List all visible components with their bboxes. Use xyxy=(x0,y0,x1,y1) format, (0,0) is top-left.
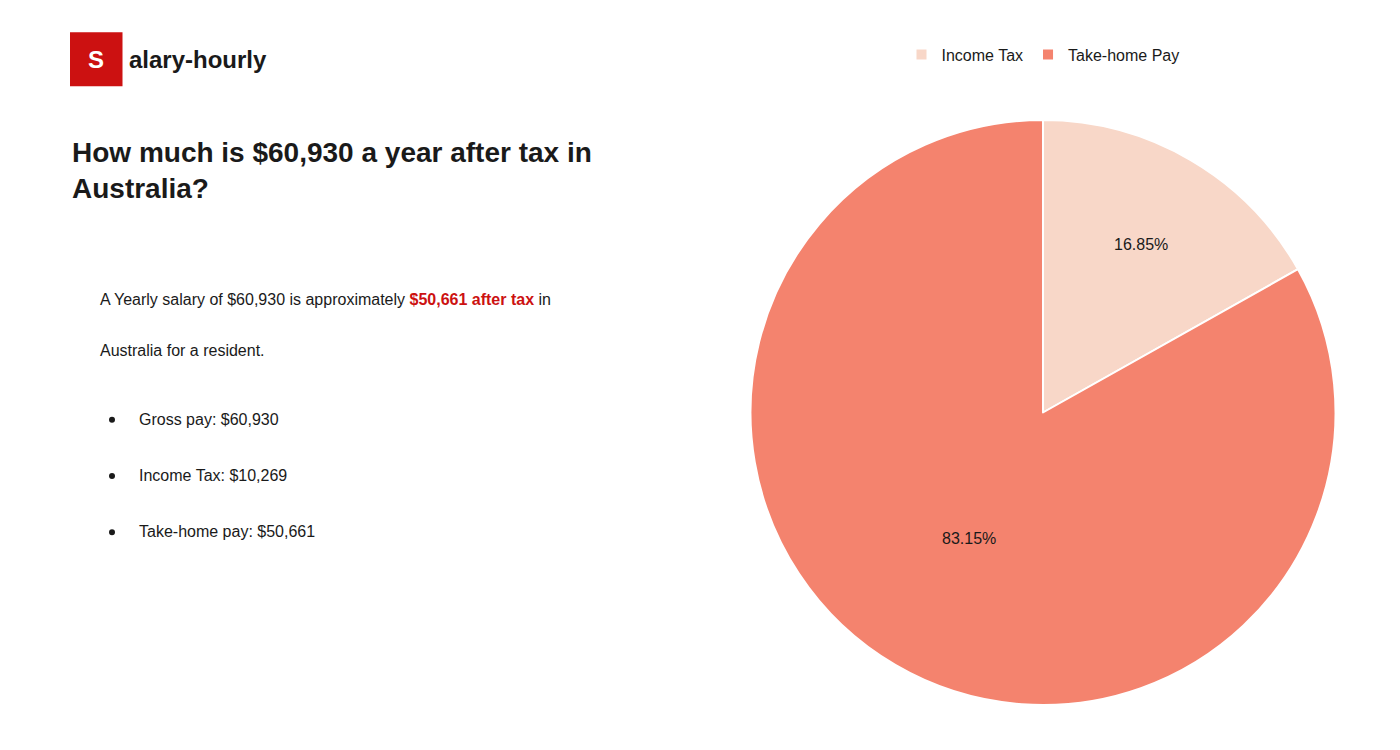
svg-text:A Yearly salary of $60,930 is: A Yearly salary of $60,930 is approximat… xyxy=(100,291,551,308)
svg-text:Take-home Pay: Take-home Pay xyxy=(1068,47,1179,64)
svg-text:Income Tax: $10,269: Income Tax: $10,269 xyxy=(139,467,287,484)
svg-text:How much is $60,930 a year aft: How much is $60,930 a year after tax inA… xyxy=(72,137,592,204)
svg-text:Australia for a resident.: Australia for a resident. xyxy=(100,342,265,359)
svg-text:16.85%: 16.85% xyxy=(1114,236,1168,253)
svg-text:S: S xyxy=(88,46,104,73)
svg-text:83.15%: 83.15% xyxy=(942,530,996,547)
svg-text:Income Tax: Income Tax xyxy=(942,47,1024,64)
svg-text:alary-hourly: alary-hourly xyxy=(129,46,267,73)
svg-text:Take-home pay: $50,661: Take-home pay: $50,661 xyxy=(139,523,315,540)
svg-text:Gross pay: $60,930: Gross pay: $60,930 xyxy=(139,411,279,428)
